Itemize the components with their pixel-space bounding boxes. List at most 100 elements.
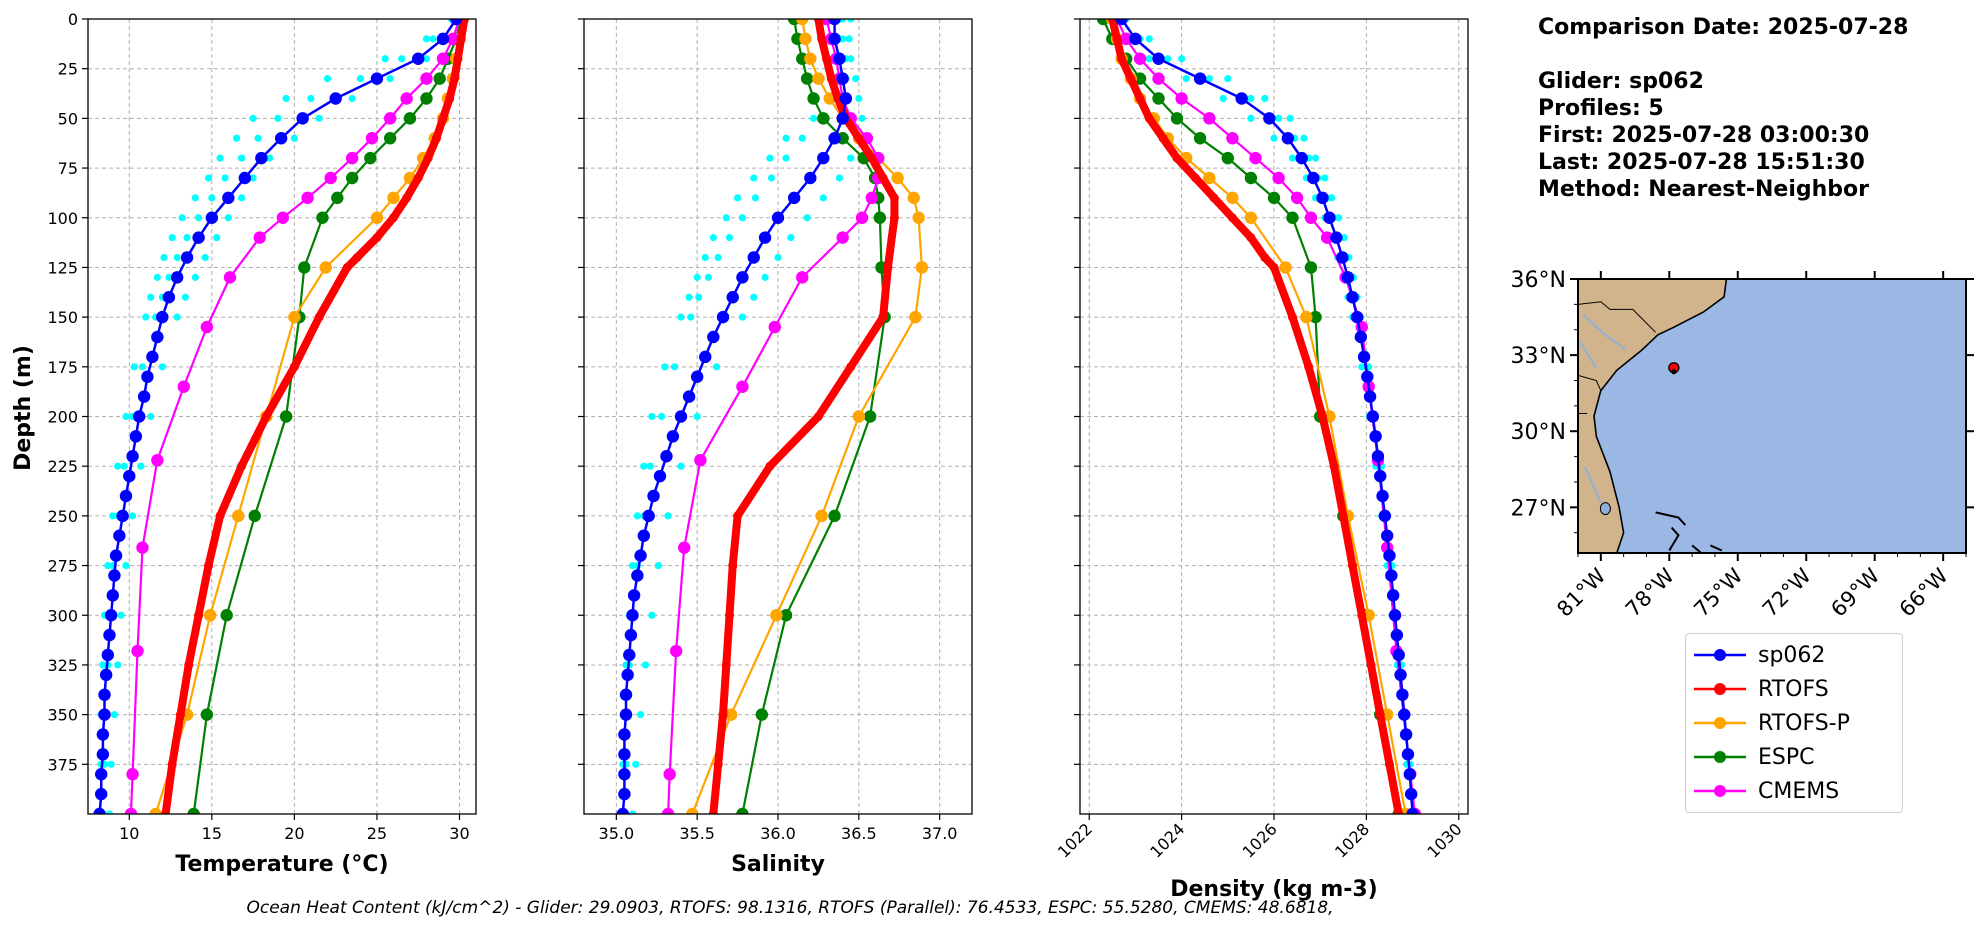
series-point-sp062 xyxy=(329,92,342,105)
series-point-sp062 xyxy=(1386,589,1400,602)
series-point-cmems xyxy=(436,52,450,65)
series-point-sp062 xyxy=(1396,688,1409,701)
series-point-sp062 xyxy=(129,430,143,443)
glider-profile-point xyxy=(254,134,262,142)
x-tick-label: 30 xyxy=(449,824,469,843)
y-tick-label: 200 xyxy=(47,408,78,427)
series-point-espc xyxy=(383,132,397,145)
series-point-sp062 xyxy=(109,549,123,562)
series-point-sp062 xyxy=(296,112,309,125)
glider-profile-point xyxy=(750,293,758,301)
glider-profile-point xyxy=(274,114,282,122)
series-point-espc xyxy=(1170,112,1184,125)
series-point-sp062 xyxy=(1371,450,1385,463)
glider-location-dot xyxy=(1671,369,1677,375)
series-point-rtofs xyxy=(372,233,382,243)
map-x-tick-label: 78°W xyxy=(1621,563,1679,621)
series-point-sp062 xyxy=(624,628,638,642)
glider-profile-point xyxy=(685,293,693,301)
series-point-cmems xyxy=(177,380,190,393)
series-point-sp062 xyxy=(758,231,772,244)
glider-profile-point xyxy=(761,273,769,281)
series-point-cmems xyxy=(1320,231,1334,244)
series-point-rtofs-p xyxy=(796,19,809,26)
series-point-rtofs xyxy=(846,362,856,372)
series-point-cmems xyxy=(678,541,691,554)
series-point-rtofs xyxy=(1107,19,1117,24)
glider-profile-point xyxy=(1178,55,1186,63)
series-point-sp062 xyxy=(141,370,154,383)
series-point-sp062 xyxy=(192,231,205,244)
glider-profile-point xyxy=(109,512,117,520)
series-point-rtofs xyxy=(1227,213,1237,223)
series-point-rtofs xyxy=(718,710,728,720)
series-point-espc xyxy=(1193,132,1207,145)
series-point-rtofs xyxy=(883,262,893,272)
series-point-sp062 xyxy=(255,151,268,165)
series-point-rtofs-p xyxy=(724,708,738,721)
series-point-rtofs xyxy=(813,412,823,421)
series-point-sp062 xyxy=(726,291,739,304)
glider-profile-point xyxy=(201,253,209,262)
x-tick-label: 35.5 xyxy=(679,824,715,843)
series-point-rtofs-p xyxy=(1279,261,1292,274)
glider-profile-point xyxy=(847,154,855,162)
series-point-rtofs xyxy=(453,54,463,64)
series-point-rtofs xyxy=(161,809,171,814)
x-tick-label: 35.0 xyxy=(599,824,635,843)
glider-profile-point xyxy=(181,293,190,301)
glider-profile-point xyxy=(1286,114,1294,122)
series-point-sp062 xyxy=(162,291,176,304)
series-point-espc xyxy=(316,211,329,224)
series-point-cmems xyxy=(669,644,683,658)
series-point-sp062 xyxy=(1341,271,1355,284)
series-point-sp062 xyxy=(682,390,696,403)
series-point-cmems xyxy=(124,807,138,814)
temperature-panel: 10 15 20 25 30025507510012515017520022525027… xyxy=(47,10,477,843)
series-point-cmems xyxy=(420,72,433,85)
glider-profile-point xyxy=(782,154,790,162)
glider-profile-point xyxy=(195,214,203,222)
legend-entry-espc: ESPC xyxy=(1692,740,1815,774)
series-point-sp062 xyxy=(618,728,631,741)
glider-profile-point xyxy=(117,611,125,619)
glider-profile-point xyxy=(173,253,181,262)
glider-profile-point xyxy=(153,273,161,281)
series-point-espc xyxy=(279,410,293,423)
legend-swatch-rtofs-p xyxy=(1694,717,1746,729)
glider-profile-point xyxy=(782,134,790,142)
glider-profile-point xyxy=(191,194,199,202)
legend-entry-rtofs: RTOFS xyxy=(1692,672,1829,706)
first-time: First: 2025-07-28 03:00:30 xyxy=(1538,123,1870,148)
series-point-rtofs-p xyxy=(387,191,400,205)
series-point-sp062 xyxy=(817,151,830,165)
series-point-rtofs-p xyxy=(1226,191,1239,205)
series-point-cmems xyxy=(736,380,749,393)
map-x-tick-label: 81°W xyxy=(1552,563,1610,621)
series-point-sp062 xyxy=(370,72,384,85)
glider-profile-point xyxy=(104,561,112,570)
state-border xyxy=(1578,301,1656,333)
series-point-cmems xyxy=(400,92,413,105)
glider-profile-point xyxy=(819,194,827,202)
lake xyxy=(1599,502,1611,516)
x-tick-label: 36.0 xyxy=(760,824,796,843)
glider-profile-point xyxy=(847,55,855,63)
series-point-rtofs xyxy=(450,74,460,84)
series-point-sp062 xyxy=(1376,489,1389,503)
glider-profile-point xyxy=(798,134,806,142)
series-point-sp062 xyxy=(1383,549,1396,562)
glider-profile-point xyxy=(654,561,662,570)
glider-profile-point xyxy=(767,174,776,182)
map-frame xyxy=(1577,278,1967,554)
state-border xyxy=(1578,374,1602,391)
series-point-cmems xyxy=(694,454,707,467)
series-point-rtofs xyxy=(402,193,412,203)
series-point-cmems xyxy=(855,211,869,224)
series-point-sp062 xyxy=(631,569,644,582)
series-point-sp062 xyxy=(106,589,119,602)
series-point-sp062 xyxy=(771,211,785,224)
series-point-sp062 xyxy=(1404,787,1418,801)
y-tick-label: 150 xyxy=(47,308,78,327)
